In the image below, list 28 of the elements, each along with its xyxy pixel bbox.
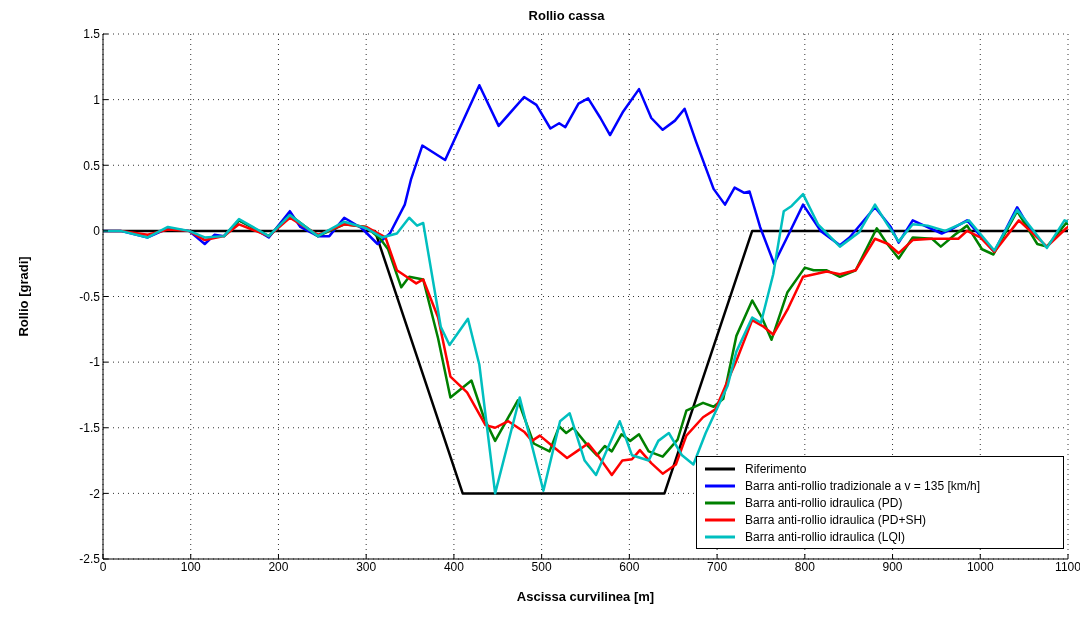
- legend-label: Barra anti-rollio tradizionale a v = 135 [km/h]: [745, 478, 981, 493]
- y-tick-label: -1: [89, 355, 101, 370]
- y-tick-label: -0.5: [79, 289, 101, 304]
- y-tick-label: 0: [93, 224, 101, 239]
- y-tick-label: 1: [93, 92, 101, 107]
- legend-label: Riferimento: [745, 461, 807, 476]
- chart-title: Rollio cassa: [527, 8, 606, 24]
- y-tick-label: 1.5: [83, 27, 101, 42]
- y-tick-label: -2.5: [79, 552, 101, 567]
- legend-label: Barra anti-rollio idraulica (PD+SH): [745, 512, 927, 527]
- y-tick-label: 0.5: [83, 158, 101, 173]
- x-axis-title: Ascissa curvilinea [m]: [516, 589, 655, 604]
- x-tick-label: 500: [531, 559, 552, 574]
- x-tick-label: 400: [443, 559, 465, 574]
- x-tick-label: 200: [268, 559, 289, 574]
- x-tick-label: 900: [882, 559, 903, 574]
- x-tick-label: 700: [707, 559, 728, 574]
- x-tick-label: 600: [619, 559, 640, 574]
- x-tick-label: 1100: [1055, 559, 1082, 574]
- x-tick-label: 300: [356, 559, 377, 574]
- y-tick-label: -1.5: [79, 421, 101, 436]
- x-tick-label: 800: [794, 559, 816, 574]
- x-tick-label: 1000: [966, 559, 994, 574]
- legend-label: Barra anti-rollio idraulica (PD): [745, 495, 903, 510]
- legend-label: Barra anti-rollio idraulica (LQI): [745, 529, 906, 544]
- y-axis-title: Rollio [gradi]: [15, 256, 31, 337]
- y-tick-label: -2: [89, 486, 101, 501]
- x-tick-label: 100: [180, 559, 202, 574]
